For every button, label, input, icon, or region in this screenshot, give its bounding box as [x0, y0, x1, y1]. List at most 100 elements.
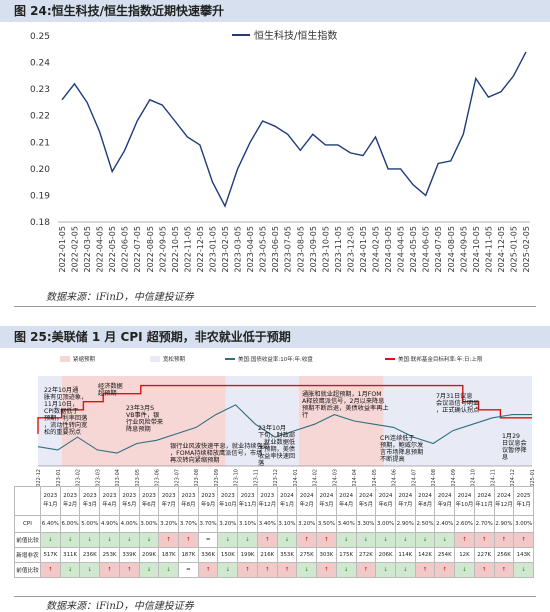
- yield-line: [37, 404, 532, 454]
- table-cell: 2023年8月: [178, 486, 199, 516]
- legend-label-2: 美国:国债收益率:10年:年:收盘: [238, 355, 313, 363]
- table-cell: 2024年9月: [434, 486, 456, 516]
- table-cell: ↓: [59, 562, 81, 578]
- table-cell: ↑: [473, 532, 495, 548]
- table-cell: ↑: [473, 562, 495, 578]
- x-tick-label-6: 2022-07-05: [133, 226, 142, 273]
- table-cell: ↑: [355, 562, 377, 578]
- y-tick-label-2: 0.20: [30, 165, 50, 175]
- x-tick-label-14: 2023-03-05: [234, 226, 243, 273]
- table-cell: ↓: [296, 562, 318, 578]
- row-label: 前值比较: [14, 562, 41, 578]
- table-cell: ↓: [158, 562, 180, 578]
- y-tick-label-3: 0.21: [30, 138, 50, 148]
- table-cell: 253K: [99, 547, 120, 563]
- cpi-row: CPI 6.40% 6.00% 5.00% 4.90% 4.00% 3.00% 3.20% 3.…: [14, 515, 534, 533]
- table-cell: 2023年9月: [197, 486, 219, 516]
- x-tick-label-32: 2024-09-05: [459, 226, 468, 273]
- band-easing-1: [38, 376, 62, 466]
- table-cell: ↓: [375, 562, 396, 578]
- annotation-2: 23年3月S VB事件，银行业风险带来降息预期: [126, 404, 163, 433]
- x-tick-label-20: 2024-08: [431, 469, 437, 486]
- table-cell: 216K: [256, 547, 278, 563]
- table-cell: ↓: [237, 532, 258, 548]
- x-tick-label-13: 2023-02-05: [221, 226, 230, 272]
- table-cell: ↑: [493, 562, 515, 578]
- annotation-0: 22年10月通胀有见顶迹象， 11月10日， CPI数据低于预期，利率回落，流动性转…: [44, 386, 88, 436]
- table-cell: 3.10%: [276, 515, 298, 533]
- x-tick-label-11: 2022-12-05: [196, 226, 205, 273]
- x-tick-label-5: 2022-06-05: [121, 226, 130, 273]
- x-tick-label-10: 2022-11-05: [183, 226, 192, 273]
- table-cell: 12K: [454, 547, 475, 563]
- table-cell: 2024年1月: [276, 486, 298, 516]
- x-tick-label-3: 2022-04-05: [96, 226, 105, 273]
- chart2: 紧缩预期 宽松预期 美国:国债收益率:10年:年:收盘 美国:联邦基金目标利率:年:日…: [36, 355, 536, 486]
- table-cell: 272K: [355, 547, 377, 563]
- table-cell: 339K: [118, 547, 140, 563]
- table-cell: 114K: [394, 547, 416, 563]
- table-cell: ↓: [118, 532, 140, 548]
- header-row: 2023年1月 2023年2月 2023年3月 2023年4月 2023年5月 2023年…: [14, 486, 534, 516]
- table-cell: 2.90%: [394, 515, 416, 533]
- x-tick-label-23: 2024-11: [490, 469, 496, 486]
- x-tick-label-1: 2022-02-05: [71, 226, 80, 273]
- table-cell: 6.00%: [59, 515, 81, 533]
- table-cell: 3.00%: [138, 515, 160, 533]
- table-cell: 2024年2月: [296, 486, 318, 516]
- table-cell: ↓: [335, 562, 357, 578]
- y-tick-label-5: 0.23: [30, 85, 50, 95]
- table-cell: ↓: [414, 532, 436, 548]
- band-tightening-1: [61, 376, 226, 466]
- table-cell: 2.70%: [473, 515, 495, 533]
- legend-label-1: 宽松预期: [163, 355, 186, 363]
- table-cell: 2023年4月: [99, 486, 120, 516]
- table-cell: 199K: [237, 547, 258, 563]
- table-cell: 2024年4月: [335, 486, 357, 516]
- table-cell: ↑: [178, 532, 199, 548]
- x-tick-label-28: 2024-05-05: [409, 226, 418, 273]
- x-tick-label-18: 2023-07-05: [284, 226, 293, 273]
- annotation-3: 银行业风波快速平息，就业持续强劲，FOMA持续释放鹰派信号，市场再次转向紧缩预期: [170, 442, 269, 464]
- table-cell: 187K: [158, 547, 180, 563]
- legend-label: 恒生科技/恒生指数: [254, 29, 337, 42]
- x-tick-label-24: 2024-01-05: [359, 226, 368, 273]
- x-tick-label-18: 2024-06: [392, 469, 398, 486]
- x-tick-label-21: 2023-10-05: [321, 226, 330, 273]
- table-cell: 5.00%: [79, 515, 101, 533]
- table-cell: 3.00%: [375, 515, 396, 533]
- table-cell: ↑: [454, 532, 475, 548]
- table-cell: 2023年2月: [59, 486, 81, 516]
- table-cell: 2024年11月: [473, 486, 495, 516]
- table-cell: 2024年6月: [375, 486, 396, 516]
- nfp-row: 新增非农 517K 311K 236K 253K 339K 209K 187K 187K 336K…: [14, 547, 534, 563]
- table-cell: 2024年5月: [355, 486, 377, 516]
- figure2-source-rule: [14, 596, 536, 597]
- table-cell: 336K: [197, 547, 219, 563]
- x-tick-label-15: 2023-04-05: [246, 226, 255, 273]
- x-tick-label-22: 2023-11-05: [334, 226, 343, 273]
- table-cell: ↑: [316, 532, 337, 548]
- table-cell: 3.30%: [355, 515, 377, 533]
- table-cell: 209K: [138, 547, 160, 563]
- table-cell: ↑: [237, 562, 258, 578]
- table-cell: ↑: [316, 562, 337, 578]
- table-cell: 3.40%: [335, 515, 357, 533]
- x-tick-label-19: 2023-08-05: [296, 226, 305, 273]
- x-tick-label-3: 2023-03: [95, 469, 101, 486]
- table-cell: 2.40%: [434, 515, 456, 533]
- table-cell: 187K: [178, 547, 199, 563]
- table-cell: 2023年3月: [79, 486, 101, 516]
- table-cell: ↓: [276, 532, 298, 548]
- x-tick-label-5: 2023-05: [135, 469, 141, 486]
- x-tick-label-25: 2024-02-05: [372, 226, 381, 273]
- table-cell: ↑: [276, 562, 298, 578]
- table-cell: ↓: [138, 532, 160, 548]
- table-cell: ↑: [434, 562, 456, 578]
- annotation-6: CPI连续低于预期，鲍威尔发言市场降息预期不断提高: [380, 434, 423, 463]
- y-tick-label-6: 0.24: [30, 59, 50, 69]
- table-cell: 275K: [296, 547, 318, 563]
- table-cell: ↓: [99, 532, 120, 548]
- figure2-title: 图 25:美联储 1 月 CPI 超预期，非农就业低于预期: [0, 326, 550, 348]
- figure1-source: 数据来源：iFinD，中信建投证券: [46, 292, 194, 303]
